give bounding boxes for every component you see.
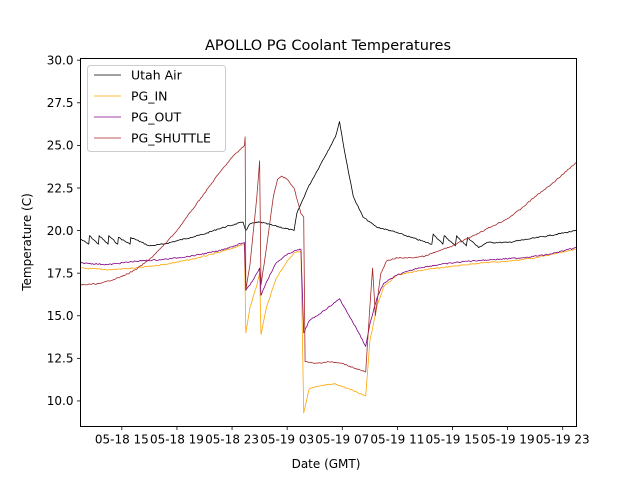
chart-title: APOLLO PG Coolant Temperatures bbox=[205, 38, 451, 54]
y-tick-label: 20.0 bbox=[47, 224, 74, 238]
y-tick-label: 22.5 bbox=[47, 181, 74, 195]
legend-label: PG_SHUTTLE bbox=[131, 131, 211, 146]
x-tick-label: 05-18 15 bbox=[95, 433, 149, 447]
plot-area bbox=[80, 121, 577, 414]
x-axis: 05-18 15 05-18 19 05-18 23 05-19 03 05-19 07… bbox=[95, 426, 590, 447]
x-tick-label: 05-19 15 bbox=[426, 433, 480, 447]
x-tick-label: 05-19 07 bbox=[315, 433, 369, 447]
y-tick-label: 10.0 bbox=[47, 394, 74, 408]
y-tick-label: 25.0 bbox=[47, 139, 74, 153]
legend-label: Utah Air bbox=[131, 68, 183, 83]
x-tick-label: 05-18 23 bbox=[205, 433, 259, 447]
y-tick-label: 30.0 bbox=[47, 54, 74, 68]
legend: Utah Air PG_IN PG_OUT PG_SHUTTLE bbox=[87, 65, 226, 152]
series-line-utah-air bbox=[80, 121, 577, 249]
x-tick-label: 05-19 19 bbox=[481, 433, 535, 447]
y-axis-label: Temperature (C) bbox=[20, 193, 34, 292]
y-tick-label: 12.5 bbox=[47, 352, 74, 366]
series-line-pg-out bbox=[80, 242, 577, 347]
x-tick-label: 05-19 11 bbox=[370, 433, 424, 447]
y-tick-label: 27.5 bbox=[47, 96, 74, 110]
x-axis-label: Date (GMT) bbox=[292, 457, 361, 471]
axes-frame bbox=[80, 58, 577, 427]
legend-box bbox=[87, 65, 226, 152]
legend-label: PG_IN bbox=[131, 89, 168, 104]
legend-label: PG_OUT bbox=[131, 110, 181, 125]
x-tick-label: 05-18 19 bbox=[150, 433, 204, 447]
y-tick-label: 17.5 bbox=[47, 266, 74, 280]
series-line-pg-shuttle bbox=[80, 136, 577, 373]
series-line-pg-in bbox=[80, 243, 577, 414]
y-axis: 10.0 12.5 15.0 17.5 20.0 22.5 25.0 27.5 30.0 bbox=[47, 54, 81, 408]
x-tick-label: 05-19 23 bbox=[536, 433, 590, 447]
x-tick-label: 05-19 03 bbox=[260, 433, 314, 447]
y-tick-label: 15.0 bbox=[47, 309, 74, 323]
